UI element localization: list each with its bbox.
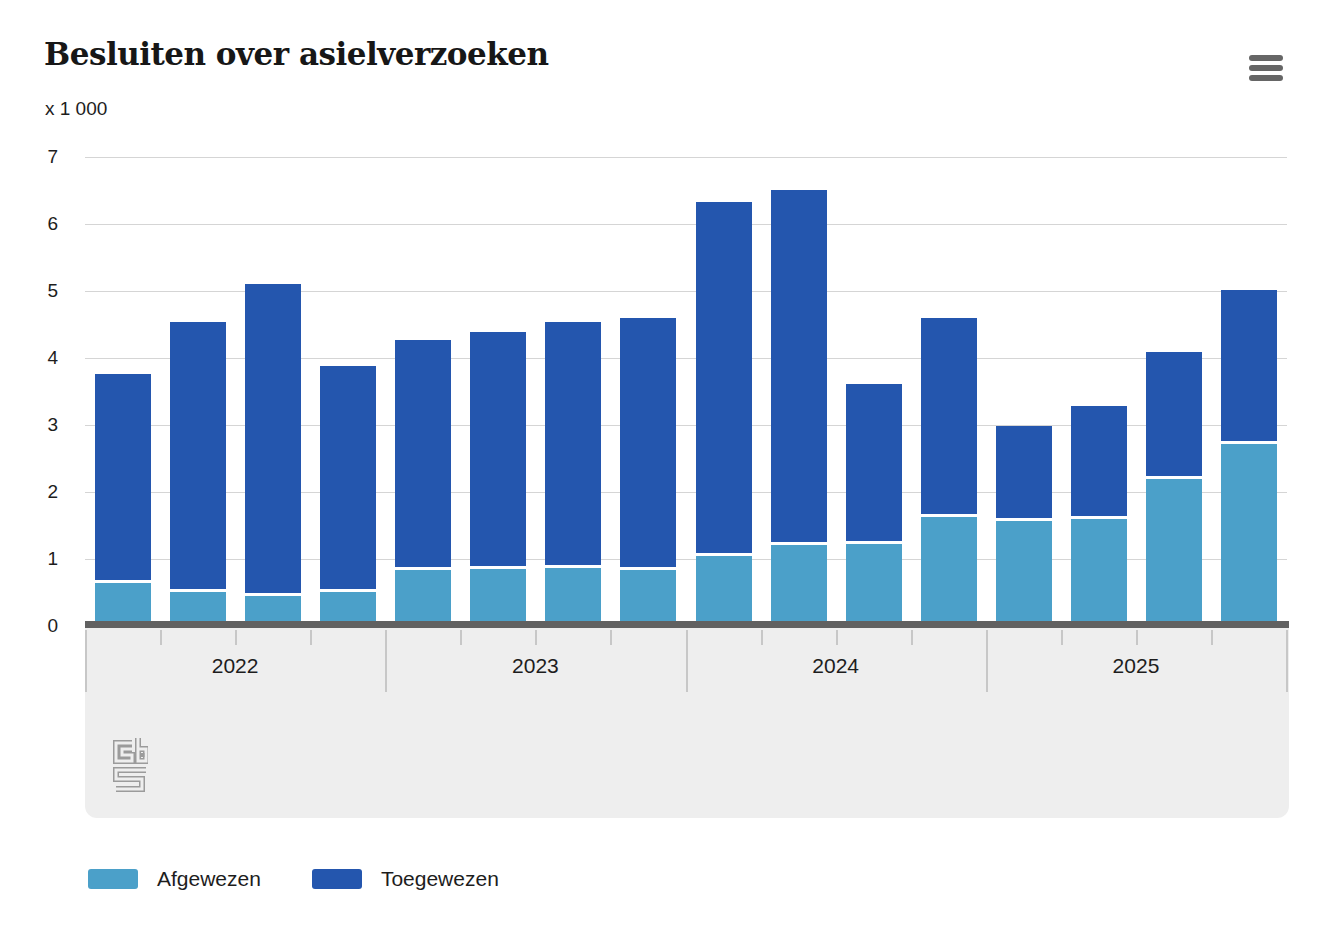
year-separator xyxy=(1286,630,1288,692)
year-separator xyxy=(85,630,87,692)
chart-figure: Besluiten over asielverzoeken x 1 000 0 1… xyxy=(0,0,1344,926)
legend-label: Toegewezen xyxy=(381,867,499,891)
bar-segment-afgewezen[interactable] xyxy=(395,570,451,626)
bar-segment-toegewezen[interactable] xyxy=(320,366,376,592)
quarter-tick xyxy=(535,630,537,645)
quarter-tick xyxy=(761,630,763,645)
bar-2025-q3[interactable] xyxy=(1146,157,1202,626)
y-axis-tick-label: 4 xyxy=(26,347,58,369)
bar-2025-q4[interactable] xyxy=(1221,157,1277,626)
y-axis-tick-label: 7 xyxy=(26,146,58,168)
quarter-tick xyxy=(1136,630,1138,645)
bar-2024-q4[interactable] xyxy=(921,157,977,626)
y-axis: 01234567 xyxy=(26,157,58,626)
bar-segment-toegewezen[interactable] xyxy=(921,318,977,516)
bar-2023-q1[interactable] xyxy=(395,157,451,626)
bar-2022-q1[interactable] xyxy=(95,157,151,626)
x-axis-year-label: 2025 xyxy=(1066,654,1206,678)
bar-2023-q3[interactable] xyxy=(545,157,601,626)
bar-segment-toegewezen[interactable] xyxy=(846,384,902,544)
chart-menu-button[interactable] xyxy=(1246,50,1286,86)
quarter-tick xyxy=(1061,630,1063,645)
bar-segment-afgewezen[interactable] xyxy=(696,556,752,626)
bar-segment-afgewezen[interactable] xyxy=(846,544,902,626)
y-axis-tick-label: 2 xyxy=(26,481,58,503)
x-axis-year-label: 2024 xyxy=(766,654,906,678)
bar-segment-toegewezen[interactable] xyxy=(470,332,526,569)
bar-segment-toegewezen[interactable] xyxy=(620,318,676,570)
bar-segment-afgewezen[interactable] xyxy=(996,521,1052,626)
bar-segment-afgewezen[interactable] xyxy=(1146,479,1202,626)
bar-segment-afgewezen[interactable] xyxy=(95,583,151,626)
y-axis-tick-label: 5 xyxy=(26,280,58,302)
quarter-tick xyxy=(460,630,462,645)
bar-segment-toegewezen[interactable] xyxy=(1071,406,1127,519)
quarter-tick xyxy=(160,630,162,645)
bar-segment-toegewezen[interactable] xyxy=(245,284,301,596)
bar-segment-toegewezen[interactable] xyxy=(996,426,1052,521)
year-separator xyxy=(385,630,387,692)
toegewezen-color-swatch xyxy=(312,869,362,889)
bar-2022-q3[interactable] xyxy=(245,157,301,626)
bar-segment-toegewezen[interactable] xyxy=(1221,290,1277,444)
bar-segment-afgewezen[interactable] xyxy=(921,517,977,626)
y-axis-tick-label: 3 xyxy=(26,414,58,436)
y-axis-tick-label: 0 xyxy=(26,615,58,637)
hamburger-menu-icon xyxy=(1249,75,1283,81)
year-separator xyxy=(686,630,688,692)
bar-segment-afgewezen[interactable] xyxy=(620,570,676,626)
bar-segment-toegewezen[interactable] xyxy=(1146,352,1202,479)
bar-segment-afgewezen[interactable] xyxy=(1221,444,1277,626)
cbs-logo xyxy=(108,734,148,796)
bar-segment-toegewezen[interactable] xyxy=(696,202,752,556)
chart-legend: Afgewezen Toegewezen xyxy=(88,867,499,891)
bar-segment-toegewezen[interactable] xyxy=(771,190,827,545)
bar-2024-q2[interactable] xyxy=(771,157,827,626)
legend-item-toegewezen[interactable]: Toegewezen xyxy=(312,867,499,891)
quarter-tick xyxy=(1211,630,1213,645)
y-axis-tick-label: 1 xyxy=(26,548,58,570)
quarter-tick xyxy=(235,630,237,645)
bar-segment-afgewezen[interactable] xyxy=(1071,519,1127,626)
bar-2025-q2[interactable] xyxy=(1071,157,1127,626)
y-axis-unit-label: x 1 000 xyxy=(45,98,107,120)
bar-2024-q3[interactable] xyxy=(846,157,902,626)
hamburger-menu-icon xyxy=(1249,55,1283,61)
bar-segment-toegewezen[interactable] xyxy=(95,374,151,583)
afgewezen-color-swatch xyxy=(88,869,138,889)
chart-title: Besluiten over asielverzoeken xyxy=(44,36,549,72)
bar-segment-afgewezen[interactable] xyxy=(470,569,526,626)
bar-segment-afgewezen[interactable] xyxy=(771,545,827,626)
quarter-tick xyxy=(610,630,612,645)
bar-2023-q4[interactable] xyxy=(620,157,676,626)
bar-2023-q2[interactable] xyxy=(470,157,526,626)
hamburger-menu-icon xyxy=(1249,65,1283,71)
x-axis-baseline xyxy=(85,621,1289,628)
quarter-tick xyxy=(836,630,838,645)
y-axis-tick-label: 6 xyxy=(26,213,58,235)
bar-segment-toegewezen[interactable] xyxy=(395,340,451,570)
legend-item-afgewezen[interactable]: Afgewezen xyxy=(88,867,261,891)
bar-segment-toegewezen[interactable] xyxy=(170,322,226,592)
bar-2022-q2[interactable] xyxy=(170,157,226,626)
year-separator xyxy=(986,630,988,692)
bar-2024-q1[interactable] xyxy=(696,157,752,626)
x-axis-year-label: 2022 xyxy=(165,654,305,678)
legend-label: Afgewezen xyxy=(157,867,261,891)
quarter-tick xyxy=(911,630,913,645)
bar-2025-q1[interactable] xyxy=(996,157,1052,626)
x-axis-year-label: 2023 xyxy=(465,654,605,678)
quarter-tick xyxy=(310,630,312,645)
bar-2022-q4[interactable] xyxy=(320,157,376,626)
plot-area xyxy=(85,157,1287,626)
x-axis-panel: 2022 2023 2024 2025 xyxy=(85,628,1289,818)
bar-segment-afgewezen[interactable] xyxy=(545,568,601,626)
bar-segment-toegewezen[interactable] xyxy=(545,322,601,568)
